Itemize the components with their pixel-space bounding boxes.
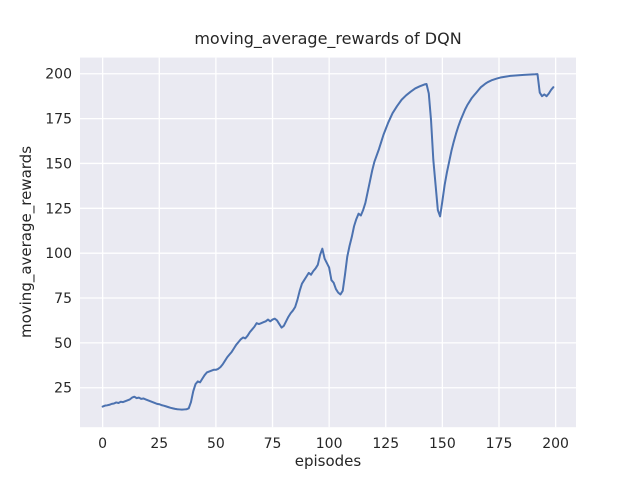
x-tick-label: 75: [264, 436, 282, 452]
chart-title: moving_average_rewards of DQN: [194, 29, 462, 48]
y-tick-label: 150: [45, 156, 72, 172]
x-tick-label: 100: [316, 436, 343, 452]
x-tick-label: 125: [372, 436, 399, 452]
x-tick-label: 200: [542, 436, 569, 452]
x-axis-label: episodes: [294, 452, 362, 470]
series-line-moving_average_rewards: [101, 73, 555, 411]
x-tick-label: 50: [207, 436, 225, 452]
y-tick-label: 200: [45, 67, 72, 83]
y-tick-label: 175: [45, 112, 72, 128]
x-tick-label: 0: [98, 436, 107, 452]
y-tick-label: 100: [45, 246, 72, 262]
y-tick-label: 50: [54, 336, 72, 352]
x-tick-label: 175: [486, 436, 513, 452]
y-tick-label: 125: [45, 201, 72, 217]
x-tick-label: 25: [150, 436, 168, 452]
y-axis-label: moving_average_rewards: [17, 145, 35, 339]
y-tick-label: 75: [54, 291, 72, 307]
y-tick-label: 25: [54, 381, 72, 397]
x-tick-label: 150: [429, 436, 456, 452]
